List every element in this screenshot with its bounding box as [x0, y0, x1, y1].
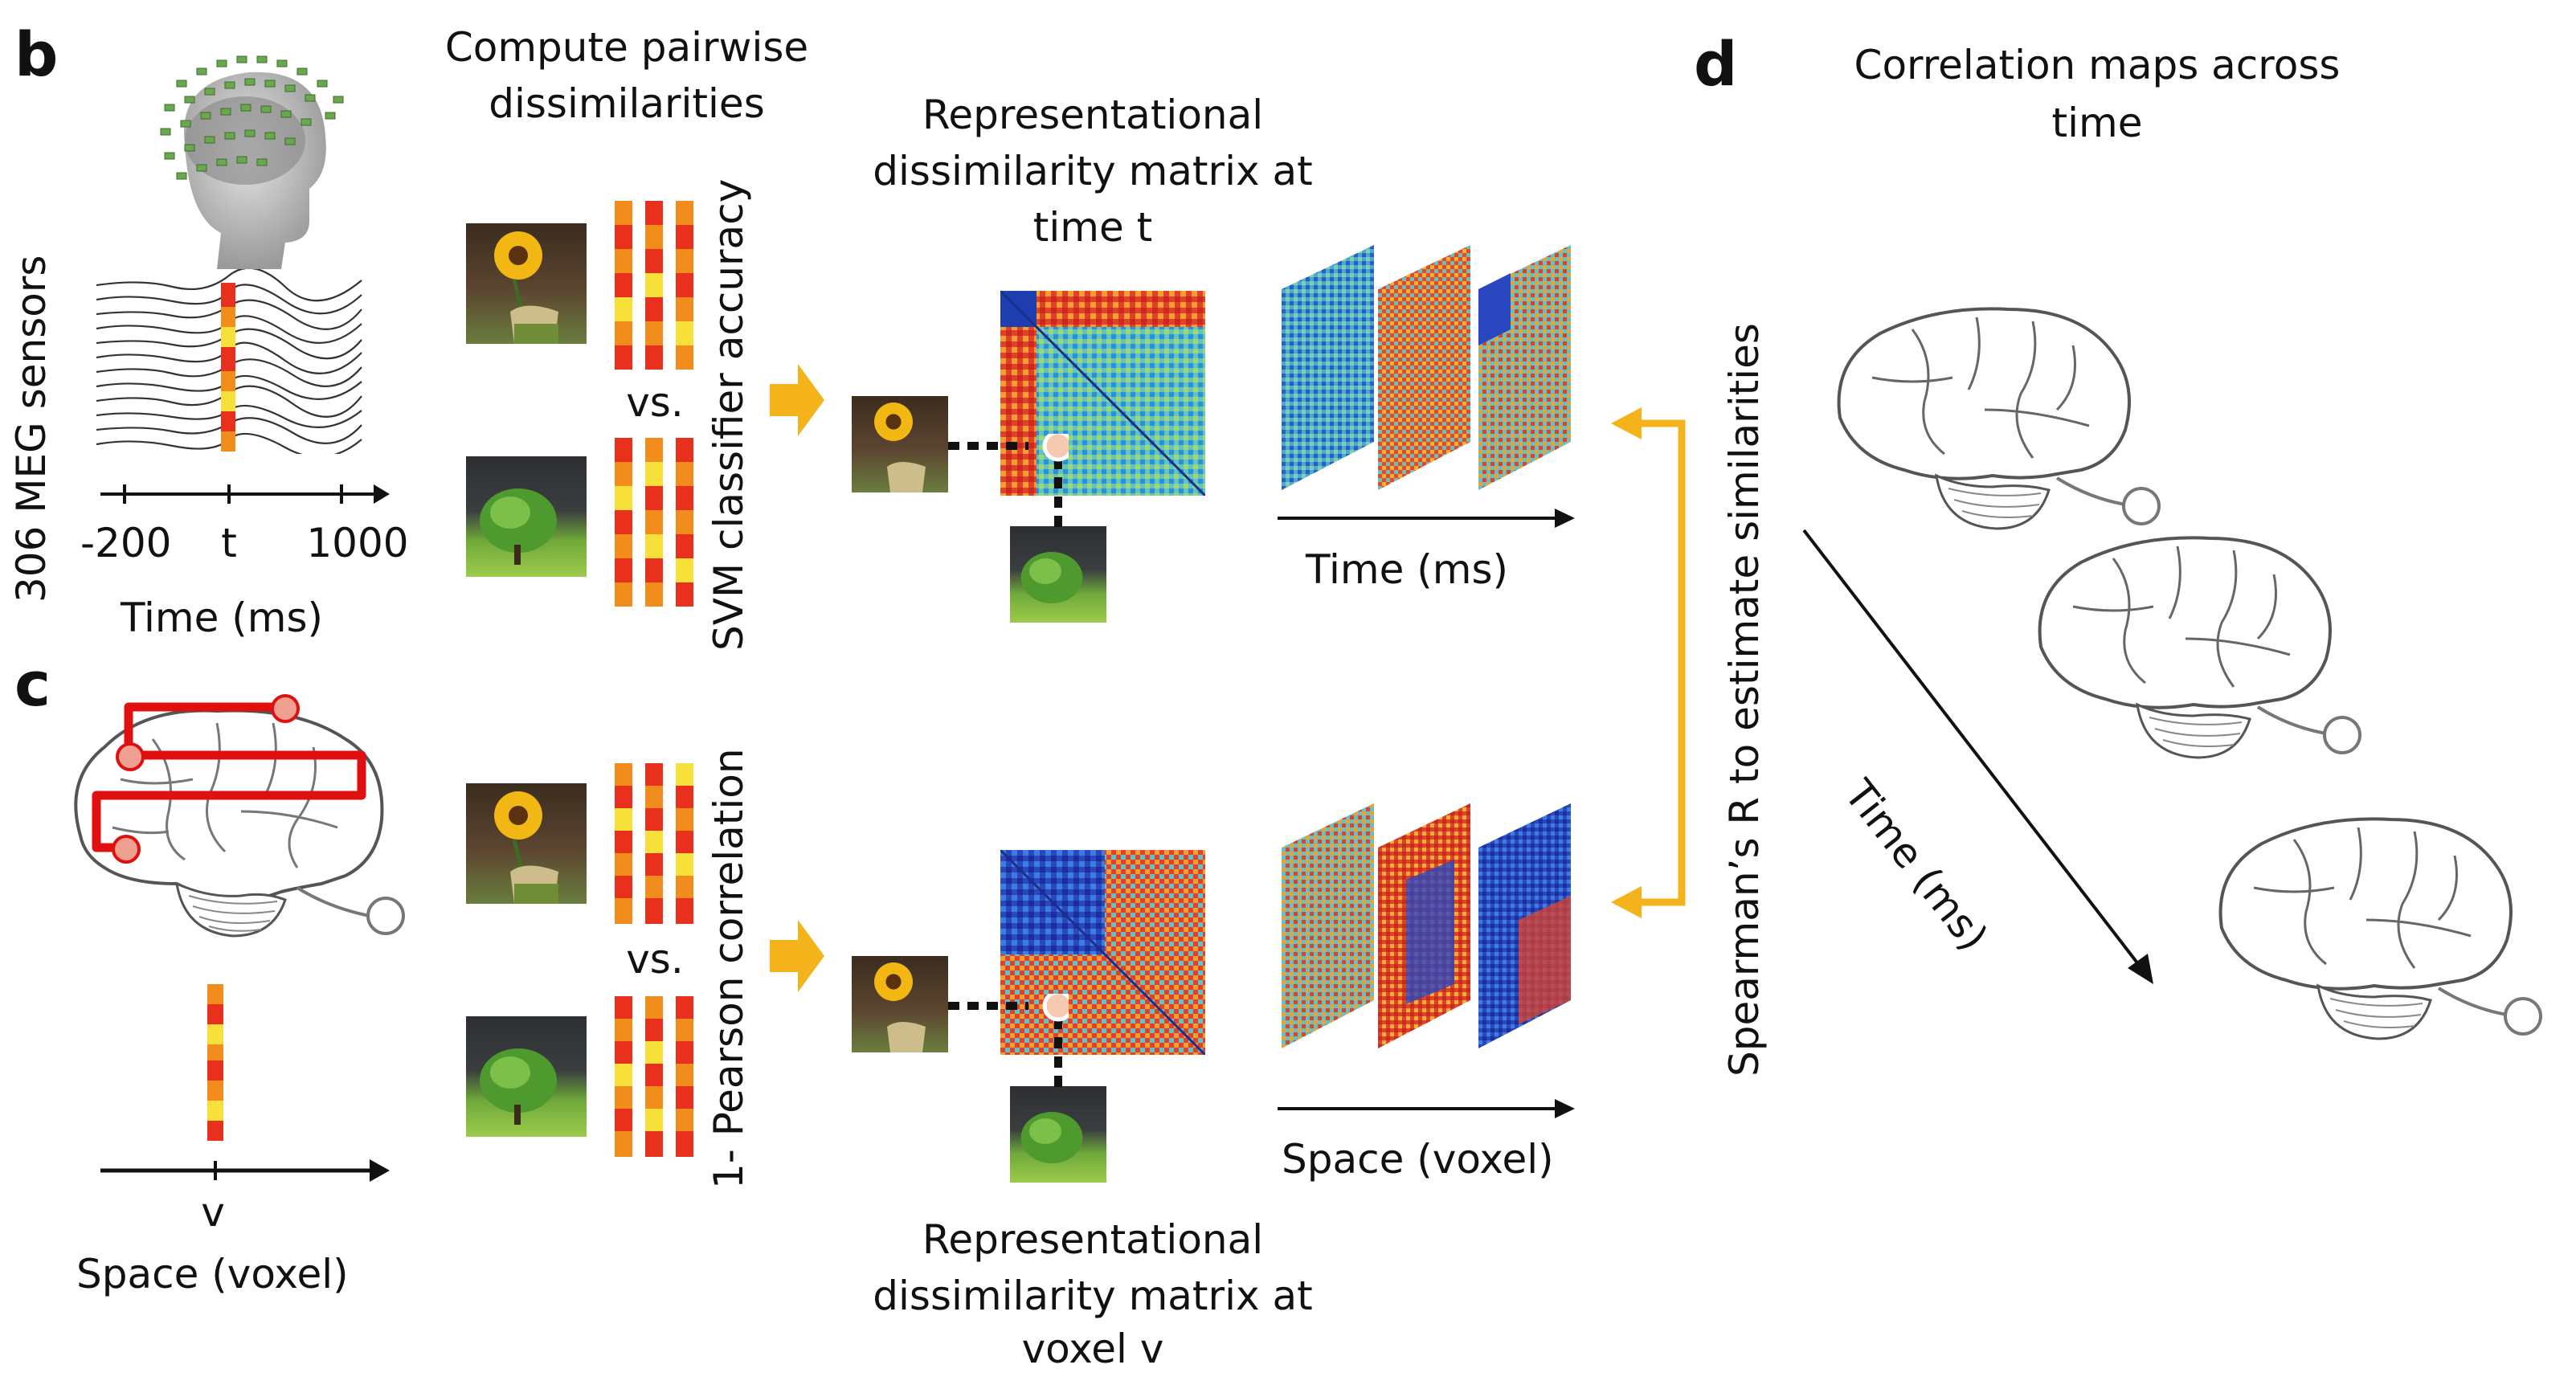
rdm-time-flower-thumb	[852, 396, 948, 492]
meg-head-illustration	[129, 32, 370, 273]
pattern-strips-top-a	[615, 201, 695, 370]
voxel-pattern-strip	[207, 984, 223, 1141]
brain-icon	[2218, 817, 2542, 1040]
rdm-time-heatmap	[1000, 291, 1205, 496]
rdm-time-matrix	[1000, 291, 1205, 496]
stack-space-axis	[1274, 1093, 1579, 1125]
diagonal-time-arrow	[1802, 529, 2153, 984]
brain-map-2	[2025, 526, 2370, 767]
vs-label-top: vs.	[626, 379, 684, 426]
spearman-label: Spearman’s R to estimate similarities	[1721, 323, 1768, 1077]
brain-map-1	[1824, 297, 2169, 538]
tick-t: t	[221, 520, 237, 566]
tree-icon	[1020, 1112, 1083, 1163]
brain-icon	[2038, 536, 2361, 759]
flower-image-bottom	[466, 783, 587, 904]
tree-icon	[480, 1048, 557, 1125]
tree-icon	[1020, 552, 1083, 603]
rdm-time-title-line3: time t	[1032, 204, 1153, 251]
meg-sensors-label: 306 MEG sensors	[8, 255, 55, 603]
stack-time-label: Time (ms)	[1306, 546, 1509, 593]
svm-accuracy-label: SVM classifier accuracy	[705, 178, 752, 651]
stack-space-arrow	[1278, 1099, 1575, 1118]
panel-d-title-line1: Correlation maps across	[1854, 42, 2341, 88]
brain-map-3	[2206, 807, 2551, 1048]
time-axis-label-b: Time (ms)	[121, 595, 324, 641]
rdm-voxel-title-line1: Representational	[922, 1216, 1264, 1263]
pattern-strips-bottom-b	[615, 996, 695, 1157]
rdm-voxel-title-line2: dissimilarity matrix at	[873, 1273, 1313, 1319]
rdm-voxel-pointer	[948, 994, 1069, 1098]
right-arrow-icon	[770, 364, 824, 436]
rdm-voxel-tree-thumb	[1010, 1086, 1106, 1183]
pointer-lines	[948, 434, 1069, 529]
tick-1000: 1000	[306, 520, 409, 566]
rdm-voxel-flower-thumb	[852, 956, 948, 1052]
tree-image-top	[466, 456, 587, 577]
brain-illustration-c	[56, 691, 450, 956]
rdm-voxel-title-line3: voxel v	[1021, 1326, 1164, 1372]
flower-image-top	[466, 223, 587, 344]
panel-letter-c: c	[14, 648, 51, 720]
rdm-time-series	[1282, 245, 1571, 490]
stack-time-arrow	[1278, 509, 1575, 528]
diagonal-time-axis	[1796, 522, 2165, 996]
yellow-arrow-bottom	[770, 916, 826, 996]
space-axis-c	[96, 1153, 394, 1193]
pointer-lines	[948, 994, 1069, 1089]
vs-label-bottom: vs.	[626, 936, 684, 983]
time-axis-b	[96, 478, 394, 526]
space-axis-c-arrow	[100, 1159, 390, 1182]
rdm-time-pointer	[948, 434, 1069, 538]
pattern-strips-top-b	[615, 438, 695, 607]
meg-time-slice	[221, 283, 235, 452]
panel-letter-d: d	[1694, 28, 1738, 100]
tick-minus200: -200	[80, 520, 172, 566]
bracket-arrows	[1611, 407, 1686, 918]
rdm-voxel-heatmap	[1000, 850, 1205, 1055]
pattern-strips-bottom-a	[615, 763, 695, 924]
rdm-time-title-line1: Representational	[922, 92, 1264, 138]
sunflower-icon	[494, 791, 558, 904]
panel-d-title-line2: time	[2051, 100, 2143, 146]
head-icon	[160, 55, 344, 269]
rdm-stack-space	[1278, 799, 1583, 1064]
stack-time-axis	[1274, 502, 1579, 534]
rdm-time-title-line2: dissimilarity matrix at	[873, 148, 1313, 194]
space-axis-label-c: Space (voxel)	[76, 1251, 349, 1297]
compute-title-line2: dissimilarities	[489, 80, 765, 127]
tick-v: v	[201, 1189, 225, 1236]
sunflower-icon	[874, 962, 926, 1052]
tree-icon	[480, 488, 557, 565]
rdm-time-tree-thumb	[1010, 526, 1106, 623]
yellow-arrow-top	[770, 360, 826, 440]
pearson-correlation-label: 1- Pearson correlation	[705, 748, 752, 1189]
sunflower-icon	[874, 402, 926, 492]
rdm-voxel-matrix	[1000, 850, 1205, 1055]
brain-icon	[74, 694, 405, 938]
right-arrow-icon	[770, 920, 824, 992]
spearman-bracket	[1611, 406, 1691, 920]
brain-icon	[1837, 307, 2161, 530]
rdm-stack-time	[1278, 241, 1583, 506]
rdm-space-series	[1282, 803, 1571, 1048]
compute-title-line1: Compute pairwise	[444, 24, 809, 71]
panel-letter-b: b	[14, 18, 59, 90]
tree-image-bottom	[466, 1016, 587, 1137]
time-axis-b-arrow	[100, 484, 390, 504]
sunflower-icon	[494, 231, 558, 344]
stack-space-label: Space (voxel)	[1282, 1136, 1554, 1183]
